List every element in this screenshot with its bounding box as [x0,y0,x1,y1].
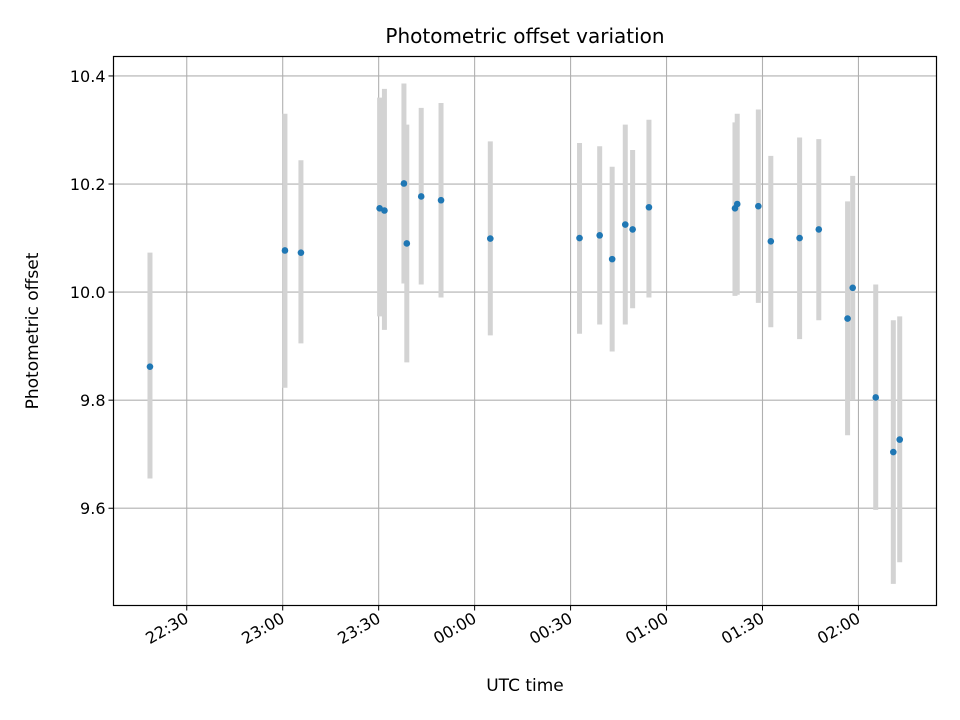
y-axis-title: Photometric offset [23,252,43,409]
data-point [281,247,289,254]
data-point [629,226,636,233]
data-point [733,200,741,208]
data-point [608,255,616,263]
data-point [896,436,904,443]
data-point [146,363,154,370]
y-tick-label: 10.4 [70,67,106,86]
data-point [621,221,629,228]
data-point [400,180,408,187]
data-point [645,203,653,211]
data-point [844,315,851,322]
data-point [849,284,856,292]
data-point [872,394,880,401]
data-point [796,234,803,242]
data-point [576,234,583,242]
y-axis: 9.6 9.8 10.0 10.2 10.4 [70,67,114,518]
data-point [381,207,388,214]
grid [113,56,937,606]
y-tick-label: 10.0 [70,283,106,302]
data-point [755,202,762,210]
plot-frame [112,55,938,607]
y-tick-label: 9.6 [80,499,105,518]
data-point [297,249,305,256]
data-point [815,226,823,233]
data-point [417,193,425,200]
x-axis-title: UTC time [486,676,564,696]
data-point [403,240,411,247]
data-points [146,180,904,456]
y-tick-label: 10.2 [70,175,106,194]
data-point [486,235,494,242]
data-point [596,232,603,239]
y-tick-label: 9.8 [80,391,105,410]
data-point [437,196,445,204]
chart-title: Photometric offset variation [385,24,664,48]
data-point [890,448,897,456]
data-point [767,238,775,245]
